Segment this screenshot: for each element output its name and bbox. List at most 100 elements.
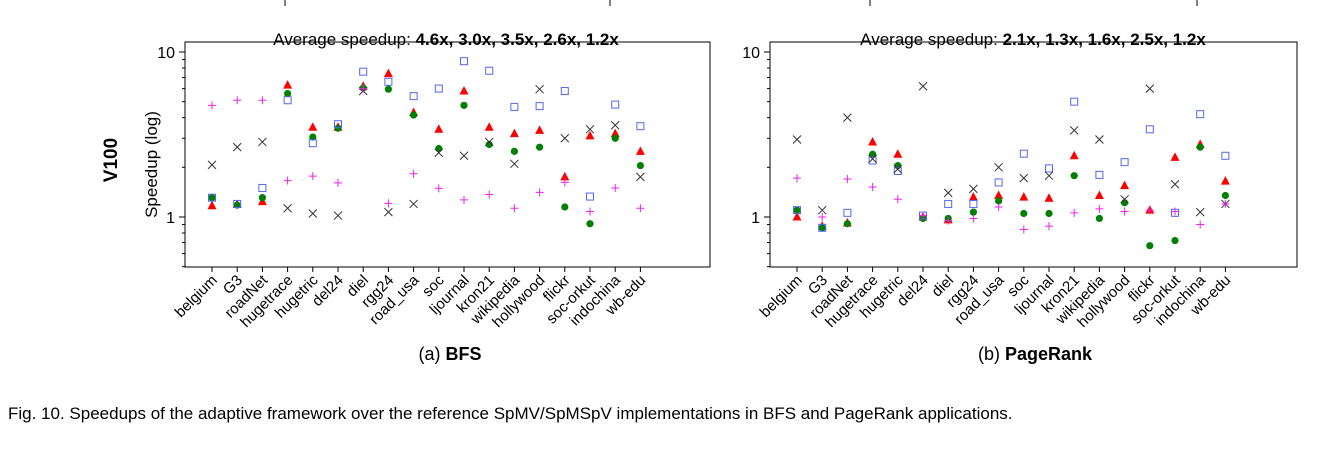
data-point-triangle: [994, 190, 1004, 199]
data-point-triangle: [610, 128, 620, 138]
data-point-circle: [894, 161, 902, 170]
data-point-circle: [1095, 214, 1103, 223]
data-point-x: [636, 172, 645, 182]
data-point-circle: [1146, 242, 1154, 250]
data-point-x: [994, 162, 1003, 172]
data-point-plus: [868, 182, 877, 191]
data-point-circle: [1020, 209, 1028, 218]
data-point-triangle: [635, 146, 645, 155]
data-point-plus: [893, 195, 902, 204]
data-point-circle: [793, 206, 801, 214]
data-point-plus: [308, 172, 317, 181]
data-point-triangle: [509, 128, 519, 138]
data-point-square: [636, 122, 645, 131]
data-point-x: [333, 211, 343, 220]
data-point-square: [208, 193, 216, 202]
data-point-x: [459, 151, 469, 161]
data-point-square: [611, 100, 620, 109]
data-point-plus: [1070, 208, 1079, 217]
data-point-circle: [969, 208, 978, 216]
y-tick-label: 1: [166, 210, 175, 227]
data-point-circle: [1070, 172, 1078, 180]
data-point-circle: [284, 89, 292, 98]
data-point-plus: [818, 213, 827, 221]
data-point-square: [969, 199, 978, 208]
panel-subtitle: (a) BFS: [419, 344, 482, 364]
data-point-circle: [843, 220, 852, 228]
data-point-x: [409, 199, 418, 209]
data-point-triangle: [1220, 176, 1230, 185]
data-point-x: [585, 124, 595, 134]
data-point-x: [843, 113, 852, 123]
data-point-square: [409, 92, 418, 101]
series-square: [208, 57, 645, 208]
data-point-circle: [384, 85, 392, 93]
data-point-plus: [969, 214, 978, 223]
data-point-square: [994, 178, 1003, 187]
series-x: [207, 84, 645, 220]
data-point-plus: [1095, 204, 1104, 213]
y-axis-label: Speedup (log): [142, 111, 161, 218]
data-point-square: [1196, 110, 1205, 119]
data-point-circle: [1121, 199, 1129, 207]
series-plus: [208, 84, 645, 216]
data-point-square: [560, 87, 569, 96]
data-point-plus: [510, 204, 519, 213]
plot-frame: [769, 41, 1298, 268]
data-point-square: [510, 102, 519, 111]
data-point-circle: [485, 140, 493, 149]
data-point-square: [793, 206, 801, 215]
data-point-x: [610, 120, 620, 130]
data-point-plus: [434, 184, 443, 193]
figure-caption: Fig. 10. Speedups of the adaptive framew…: [8, 404, 1013, 423]
x-category-label: belgium: [757, 272, 806, 321]
data-point-x: [484, 137, 494, 147]
data-point-circle: [334, 124, 342, 132]
data-point-plus: [208, 101, 216, 110]
data-point-triangle: [207, 200, 217, 210]
data-point-triangle: [535, 125, 545, 134]
data-point-triangle: [1170, 152, 1180, 161]
data-point-triangle: [585, 130, 595, 140]
data-point-square: [1045, 164, 1053, 173]
data-point-square: [233, 199, 242, 208]
data-point-plus: [359, 84, 368, 93]
data-point-square: [586, 192, 594, 201]
data-point-square: [944, 199, 953, 208]
data-point-square: [1095, 170, 1104, 179]
data-point-square: [868, 156, 877, 165]
data-point-plus: [944, 216, 953, 225]
data-point-square: [384, 77, 393, 86]
plot-frame: [184, 41, 711, 268]
data-point-triangle: [968, 192, 978, 201]
series-triangle: [207, 68, 645, 210]
panel-subtitle-prefix: (a): [419, 344, 446, 364]
data-point-x: [283, 203, 292, 213]
data-point-circle: [435, 144, 443, 153]
data-point-plus: [283, 176, 292, 185]
data-point-x: [535, 84, 544, 94]
average-speedup-values: 2.1x, 1.3x, 1.6x, 2.5x, 1.2x: [1003, 30, 1207, 49]
data-point-circle: [636, 161, 645, 170]
data-point-triangle: [383, 68, 393, 78]
data-point-triangle: [1069, 150, 1079, 160]
data-point-x: [510, 159, 519, 169]
data-point-circle: [995, 197, 1003, 205]
data-point-triangle: [893, 149, 903, 158]
data-point-plus: [1120, 207, 1129, 216]
y-tick-label: 1: [751, 210, 760, 227]
data-point-plus: [994, 202, 1003, 211]
data-point-x: [1195, 207, 1205, 217]
data-point-x: [969, 184, 978, 194]
data-point-square: [818, 223, 827, 232]
data-point-circle: [869, 150, 877, 158]
data-point-circle: [460, 101, 468, 109]
data-point-plus: [636, 204, 645, 213]
data-point-plus: [384, 199, 393, 208]
panel-subtitle-name: BFS: [446, 344, 482, 364]
series-x: [792, 81, 1230, 217]
data-point-square: [1221, 151, 1230, 160]
data-point-x: [1095, 135, 1104, 144]
data-point-square: [1145, 125, 1154, 134]
